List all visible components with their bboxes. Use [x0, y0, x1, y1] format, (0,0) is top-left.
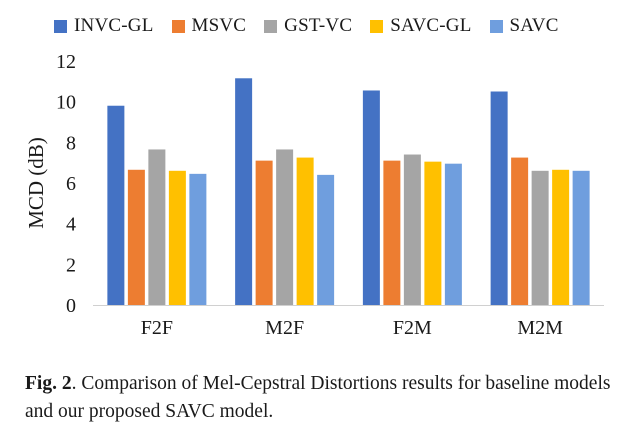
bar-savc-gl-f2f: [168, 170, 186, 305]
caption-text: . Comparison of Mel-Cepstral Distortions…: [25, 373, 611, 422]
bar-msvc-f2m: [383, 160, 401, 305]
legend-label: SAVC-GL: [390, 15, 472, 36]
x-tick-label: F2F: [141, 317, 173, 339]
x-tick-label: F2M: [393, 317, 432, 339]
y-tick-label: 10: [56, 92, 76, 114]
bar-gst-vc-m2m: [531, 170, 549, 305]
bar-savc-m2f: [317, 174, 335, 305]
legend-swatch: [370, 19, 384, 33]
legend-item-savc: SAVC: [489, 15, 559, 37]
figure-caption: Fig. 2. Comparison of Mel-Cepstral Disto…: [25, 370, 625, 426]
legend-item-invc-gl: INVC-GL: [54, 15, 154, 37]
bar-gst-vc-m2f: [276, 149, 294, 305]
y-tick-label: 0: [66, 295, 76, 317]
y-tick-label: 4: [66, 214, 76, 236]
legend-label: MSVC: [191, 15, 247, 36]
legend-item-msvc: MSVC: [171, 15, 247, 37]
legend-swatch: [54, 19, 67, 33]
legend-swatch: [489, 19, 503, 33]
bar-gst-vc-f2m: [403, 154, 421, 305]
bar-savc-f2f: [189, 173, 207, 305]
bar-savc-gl-m2f: [296, 157, 314, 305]
legend-item-gst-vc: GST-VC: [264, 15, 352, 37]
bar-invc-gl-f2f: [107, 105, 125, 305]
caption-label: Fig. 2: [25, 373, 72, 394]
chart-legend: INVC-GL MSVC GST-VC SAVC-GL SAVC: [54, 14, 577, 38]
legend-swatch: [171, 19, 185, 33]
y-tick-label: 2: [66, 254, 76, 276]
y-tick-label: 12: [56, 51, 76, 73]
legend-label: GST-VC: [284, 15, 353, 36]
x-tick-label: M2F: [265, 317, 304, 339]
bar-invc-gl-m2m: [490, 91, 508, 305]
x-tick-label: M2M: [517, 317, 563, 339]
bar-savc-m2m: [572, 170, 590, 305]
y-axis-title: MCD (dB): [24, 137, 48, 229]
y-tick-label: 8: [66, 132, 76, 154]
legend-swatch: [264, 19, 278, 33]
bar-msvc-f2f: [127, 169, 145, 305]
bar-msvc-m2m: [511, 157, 529, 305]
bar-msvc-m2f: [255, 160, 273, 305]
bar-savc-gl-f2m: [424, 161, 442, 305]
y-tick-label: 6: [66, 173, 76, 195]
bar-savc-gl-m2m: [552, 169, 570, 305]
legend-label: SAVC: [509, 15, 559, 36]
legend-label: INVC-GL: [74, 15, 154, 36]
bar-gst-vc-f2f: [148, 149, 166, 305]
bar-invc-gl-f2m: [362, 90, 380, 305]
bar-chart: 0 2 4 6 8 10 12 MCD (dB) F2F M2F F2M M2M: [24, 51, 604, 339]
bar-invc-gl-m2f: [235, 78, 253, 306]
legend-item-savc-gl: SAVC-GL: [370, 15, 471, 37]
bar-savc-f2m: [444, 163, 462, 305]
